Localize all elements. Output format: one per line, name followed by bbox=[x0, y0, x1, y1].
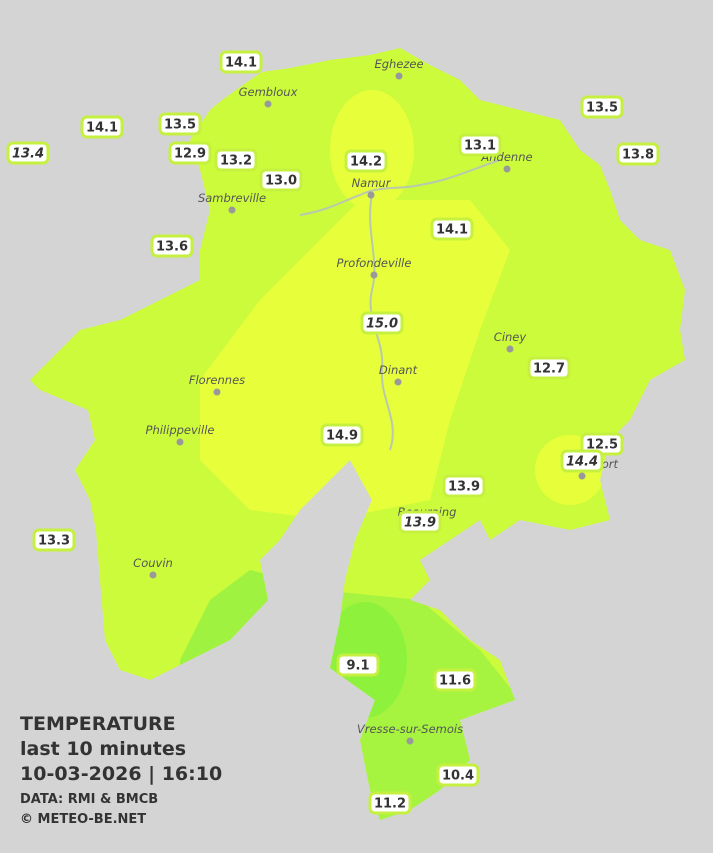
station-value: 14.1 bbox=[436, 223, 468, 238]
city-dot bbox=[395, 72, 403, 80]
city-label: Dinant bbox=[379, 363, 418, 377]
station-badge bbox=[320, 423, 364, 447]
station-badge bbox=[442, 474, 486, 498]
station-value: 13.0 bbox=[265, 174, 297, 189]
city-dot bbox=[503, 165, 511, 173]
station-badge bbox=[80, 115, 124, 139]
station-badge bbox=[344, 149, 388, 173]
city-dot bbox=[149, 571, 157, 579]
station-badge bbox=[168, 141, 212, 165]
station-badge bbox=[259, 168, 303, 192]
city-label: Couvin bbox=[133, 556, 173, 570]
station-value: 11.2 bbox=[374, 797, 406, 812]
city-label: Florennes bbox=[189, 373, 245, 387]
city-dot bbox=[394, 378, 402, 386]
station-badge bbox=[360, 311, 404, 335]
station-value: 12.9 bbox=[174, 147, 206, 162]
city-dot bbox=[228, 206, 236, 214]
city-label: Sambreville bbox=[198, 191, 266, 205]
station-value: 13.2 bbox=[220, 154, 252, 169]
station-badge bbox=[616, 142, 660, 166]
city-dot bbox=[578, 472, 586, 480]
city-dot bbox=[506, 345, 514, 353]
city-dot bbox=[176, 438, 184, 446]
station-value: 13.4 bbox=[12, 147, 44, 162]
station-badge bbox=[398, 510, 442, 534]
station-badge bbox=[150, 234, 194, 258]
data-source: DATA: RMI & BMCB bbox=[20, 792, 158, 807]
station-value: 13.3 bbox=[38, 534, 70, 549]
map-title: TEMPERATURE bbox=[20, 713, 176, 735]
city-dot bbox=[367, 191, 375, 199]
station-value: 13.8 bbox=[622, 148, 654, 163]
station-value: 14.2 bbox=[350, 155, 382, 170]
station-value: 13.9 bbox=[404, 516, 436, 531]
station-badge bbox=[214, 148, 258, 172]
timestamp: 10-03-2026 | 16:10 bbox=[20, 763, 222, 785]
city-dot bbox=[213, 388, 221, 396]
station-badge bbox=[527, 356, 571, 380]
station-value: 12.5 bbox=[586, 438, 618, 453]
station-value: 13.6 bbox=[156, 240, 188, 255]
station-badge bbox=[336, 653, 380, 677]
station-value: 10.4 bbox=[442, 769, 474, 784]
copyright: © METEO-BE.NET bbox=[20, 812, 146, 827]
city-label: Eghezee bbox=[374, 57, 423, 71]
station-badge bbox=[32, 528, 76, 552]
station-value: 13.1 bbox=[464, 139, 496, 154]
station-value: 14.1 bbox=[225, 56, 257, 71]
station-badge bbox=[368, 791, 412, 815]
city-label: Namur bbox=[352, 176, 392, 190]
station-badge bbox=[458, 133, 502, 157]
station-value: 13.5 bbox=[164, 118, 196, 133]
city-label: Gembloux bbox=[239, 85, 298, 99]
city-dot bbox=[264, 100, 272, 108]
station-value: 12.7 bbox=[533, 362, 565, 377]
city-dot bbox=[370, 271, 378, 279]
city-label: Ciney bbox=[494, 330, 527, 344]
station-value: 11.6 bbox=[439, 674, 471, 689]
station-value: 9.1 bbox=[346, 659, 369, 674]
station-badge bbox=[560, 449, 604, 473]
station-badge bbox=[6, 141, 50, 165]
station-badge bbox=[433, 668, 477, 692]
map-subtitle: last 10 minutes bbox=[20, 738, 186, 760]
station-value: 15.0 bbox=[366, 317, 398, 332]
station-value: 14.1 bbox=[86, 121, 118, 136]
city-label: Philippeville bbox=[146, 423, 215, 437]
station-badge bbox=[436, 763, 480, 787]
city-label: Vresse-sur-Semois bbox=[357, 722, 463, 736]
city-label: Profondeville bbox=[337, 256, 412, 270]
station-value: 13.5 bbox=[586, 101, 618, 116]
station-badge bbox=[580, 95, 624, 119]
station-badge bbox=[219, 50, 263, 74]
station-badge bbox=[158, 112, 202, 136]
station-value: 13.9 bbox=[448, 480, 480, 495]
station-value: 14.4 bbox=[566, 455, 598, 470]
city-dot bbox=[406, 737, 414, 745]
station-badge bbox=[430, 217, 474, 241]
station-value: 14.9 bbox=[326, 429, 358, 444]
